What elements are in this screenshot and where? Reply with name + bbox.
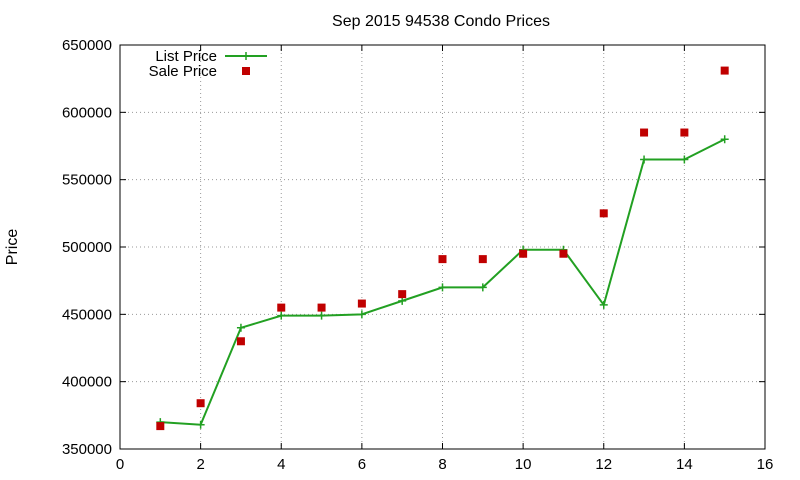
- series-layer: [156, 66, 729, 431]
- list-price-point: [640, 155, 649, 164]
- y-tick-label: 550000: [62, 172, 112, 189]
- y-tick-label: 350000: [62, 441, 112, 458]
- legend-label-list-price: List Price: [155, 48, 217, 65]
- x-tick-label: 4: [277, 456, 285, 473]
- x-tick-label: 2: [196, 456, 204, 473]
- y-tick-label: 650000: [62, 37, 112, 54]
- x-tick-label: 14: [676, 456, 693, 473]
- sale-price-point: [317, 303, 326, 312]
- y-axis-label: Price: [4, 229, 21, 266]
- list-price-point: [196, 420, 205, 429]
- x-tick-label: 16: [757, 456, 774, 473]
- sale-price-point: [236, 337, 245, 346]
- list-price-point: [236, 323, 245, 332]
- legend: List Price Sale Price: [149, 48, 267, 80]
- list-price-point: [277, 311, 286, 320]
- list-price-point: [599, 300, 608, 309]
- sale-price-point: [478, 255, 487, 264]
- sale-price-point: [680, 128, 689, 137]
- list-price-point: [720, 135, 729, 144]
- list-price-point: [317, 311, 326, 320]
- list-price-point: [438, 283, 447, 292]
- x-tick-label: 12: [595, 456, 612, 473]
- sale-price-point: [720, 66, 729, 75]
- grid-lines: [120, 45, 765, 449]
- y-tick-label: 400000: [62, 374, 112, 391]
- axis-ticks: 0 2 4 6 8 10 12 14 16 350000 400000 450000 500000 550…: [62, 37, 773, 473]
- y-tick-label: 500000: [62, 239, 112, 256]
- list-price-point: [357, 310, 366, 319]
- sale-price-point: [277, 303, 286, 312]
- list-price-point: [398, 296, 407, 305]
- sale-price-point: [519, 249, 528, 258]
- list-price-point: [478, 283, 487, 292]
- x-tick-label: 10: [515, 456, 532, 473]
- sale-price-point: [559, 249, 568, 258]
- x-tick-label: 8: [438, 456, 446, 473]
- sale-price-point: [640, 128, 649, 137]
- sale-price-point: [156, 422, 165, 431]
- list-price-point: [680, 155, 689, 164]
- legend-marker-list-price: [242, 52, 250, 60]
- sale-price-point: [398, 290, 407, 299]
- legend-marker-sale-price: [242, 67, 250, 75]
- legend-label-sale-price: Sale Price: [149, 63, 217, 80]
- sale-price-point: [599, 209, 608, 218]
- sale-price-point: [438, 255, 447, 264]
- x-tick-label: 6: [358, 456, 366, 473]
- sale-price-point: [196, 399, 205, 408]
- sale-price-point: [357, 299, 366, 308]
- y-tick-label: 450000: [62, 306, 112, 323]
- chart-title: Sep 2015 94538 Condo Prices: [332, 13, 550, 30]
- x-tick-label: 0: [116, 456, 124, 473]
- y-tick-label: 600000: [62, 104, 112, 121]
